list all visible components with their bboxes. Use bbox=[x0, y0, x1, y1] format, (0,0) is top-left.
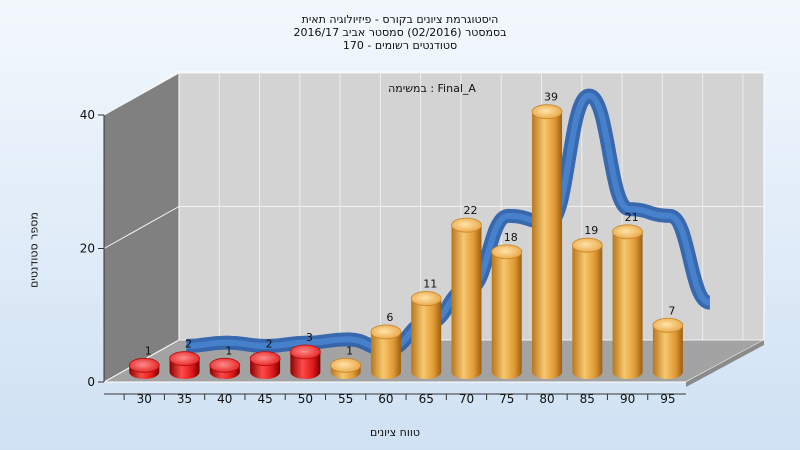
y-gridline bbox=[103, 72, 764, 116]
bar-value-label: 19 bbox=[584, 224, 598, 237]
bar-body bbox=[411, 298, 442, 380]
bar-body bbox=[451, 225, 482, 380]
bar-top bbox=[612, 224, 643, 240]
bar-top bbox=[330, 357, 362, 373]
bar: 22 bbox=[451, 204, 482, 380]
bar-top bbox=[249, 351, 281, 367]
floor-edge bbox=[686, 340, 764, 387]
x-tick-label: 90 bbox=[620, 392, 635, 406]
chart-title-line-2: בסמסטר (02/2016) סמסטר אביב 2016/17 bbox=[293, 26, 507, 39]
chart-title-line-1: היסטוגרמת ציונים בקורס - פיזיולוגיה תאית bbox=[301, 13, 499, 26]
bar-top bbox=[410, 291, 442, 306]
x-tick-label: 55 bbox=[338, 392, 353, 406]
bar-top bbox=[370, 324, 402, 340]
bar-top bbox=[531, 104, 563, 120]
bar-body bbox=[612, 231, 643, 380]
x-tick-label: 70 bbox=[459, 392, 474, 406]
bar-top bbox=[169, 351, 200, 367]
bar-body bbox=[370, 331, 401, 380]
bar: 2 bbox=[249, 338, 281, 380]
bar: 7 bbox=[652, 304, 684, 380]
x-tick-label: 75 bbox=[499, 392, 514, 406]
bar-value-label: 21 bbox=[625, 211, 639, 224]
x-tick-label: 50 bbox=[298, 392, 313, 406]
x-tick-label: 80 bbox=[539, 392, 554, 406]
bar: 6 bbox=[370, 311, 402, 380]
bar: 18 bbox=[491, 231, 523, 380]
bar-value-label: 3 bbox=[306, 331, 313, 344]
x-tick-label: 85 bbox=[580, 392, 595, 406]
bar: 2 bbox=[169, 338, 200, 380]
bar: 21 bbox=[612, 211, 643, 380]
x-tick-label: 45 bbox=[257, 392, 272, 406]
bar: 19 bbox=[571, 224, 603, 380]
bar: 39 bbox=[531, 91, 563, 380]
bar-value-label: 7 bbox=[668, 304, 675, 317]
bar: 1 bbox=[128, 344, 160, 380]
x-axis-label: טווח ציונים bbox=[370, 426, 420, 439]
bar-value-label: 6 bbox=[386, 311, 393, 324]
bar: 1 bbox=[330, 344, 362, 380]
bar-value-label: 18 bbox=[504, 231, 518, 244]
bar-value-label: 39 bbox=[544, 91, 558, 104]
y-tick-label: 40 bbox=[80, 108, 95, 122]
bar: 1 bbox=[209, 344, 241, 380]
bar-body bbox=[572, 245, 603, 380]
bar-value-label: 2 bbox=[266, 338, 273, 351]
bar-value-label: 2 bbox=[185, 338, 192, 351]
x-tick-label: 40 bbox=[217, 392, 232, 406]
bar-body bbox=[290, 351, 321, 380]
bar-top bbox=[491, 244, 523, 260]
bar-top bbox=[289, 344, 321, 360]
bar-body bbox=[491, 251, 522, 380]
bar-body bbox=[532, 111, 563, 380]
x-tick-label: 60 bbox=[378, 392, 393, 406]
bar: 3 bbox=[289, 331, 321, 380]
bar-top bbox=[128, 357, 160, 373]
assignment-annotation: במשימה : Final_A bbox=[388, 82, 476, 95]
y-gridline bbox=[103, 339, 764, 383]
bar-value-label: 1 bbox=[225, 344, 232, 357]
bar-top bbox=[451, 217, 482, 233]
bar-top bbox=[209, 357, 241, 373]
bar-top bbox=[652, 317, 684, 333]
chart-title-line-3: 170 - סטודנטים רשומים bbox=[342, 39, 458, 52]
y-axis-label: מספר סטודנטים bbox=[27, 212, 41, 288]
x-tick-label: 35 bbox=[177, 392, 192, 406]
x-tick-label: 95 bbox=[660, 392, 675, 406]
bar-value-label: 1 bbox=[145, 344, 152, 357]
x-tick-label: 65 bbox=[419, 392, 434, 406]
bar-value-label: 11 bbox=[423, 278, 437, 291]
bar-top bbox=[571, 237, 603, 253]
bar: 11 bbox=[410, 278, 442, 380]
x-tick-label: 30 bbox=[137, 392, 152, 406]
bar-value-label: 22 bbox=[463, 204, 477, 217]
y-tick-label: 0 bbox=[87, 375, 95, 389]
bar-value-label: 1 bbox=[346, 344, 353, 357]
bar-body bbox=[652, 325, 683, 380]
y-tick-label: 20 bbox=[80, 242, 95, 256]
y-gridline bbox=[103, 206, 764, 249]
